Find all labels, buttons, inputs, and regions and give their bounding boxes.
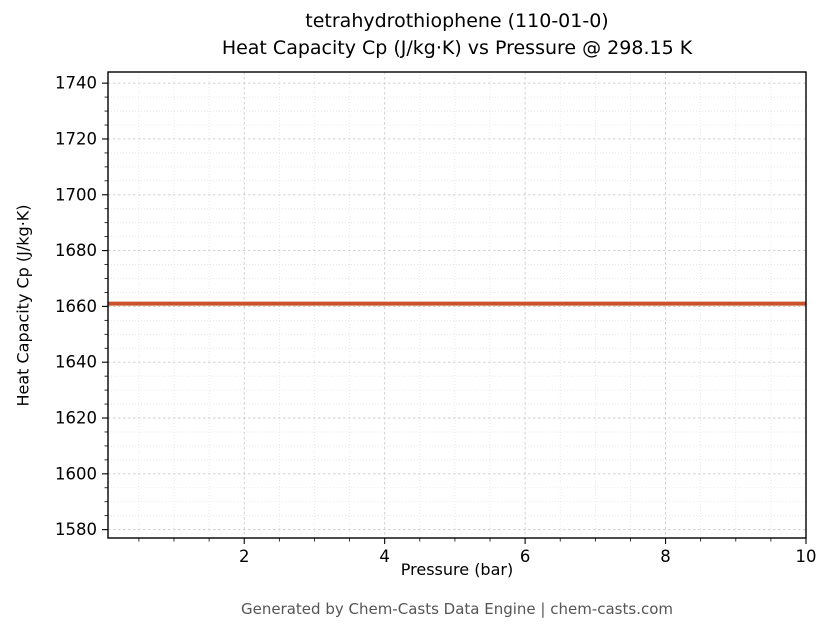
chart-title: tetrahydrothiophene (110-01-0) Heat Capa…: [108, 8, 806, 62]
x-tick-label: 6: [520, 547, 531, 566]
x-axis-label: Pressure (bar): [400, 560, 514, 579]
x-tick-label: 4: [379, 547, 390, 566]
x-tick-label: 10: [796, 547, 817, 566]
y-tick-label: 1680: [55, 241, 97, 260]
y-tick-label: 1660: [55, 297, 97, 316]
y-axis-label-wrap: Heat Capacity Cp (J/kg·K): [0, 72, 46, 538]
chart-title-line2: Heat Capacity Cp (J/kg·K) vs Pressure @ …: [221, 37, 693, 59]
y-tick-label: 1580: [55, 520, 97, 539]
y-tick-label: 1600: [55, 464, 97, 483]
chart-title-line1: tetrahydrothiophene (110-01-0): [305, 10, 609, 32]
x-tick-label: 8: [660, 547, 671, 566]
y-tick-label: 1740: [55, 74, 97, 93]
y-tick-label: 1620: [55, 409, 97, 428]
y-tick-label: 1720: [55, 129, 97, 148]
y-tick-label: 1700: [55, 185, 97, 204]
y-axis-label: Heat Capacity Cp (J/kg·K): [13, 203, 33, 407]
footer-credit: Generated by Chem-Casts Data Engine | ch…: [240, 600, 674, 618]
plot-border: [107, 71, 807, 539]
y-tick-label: 1640: [55, 353, 97, 372]
x-tick-label: 2: [239, 547, 250, 566]
